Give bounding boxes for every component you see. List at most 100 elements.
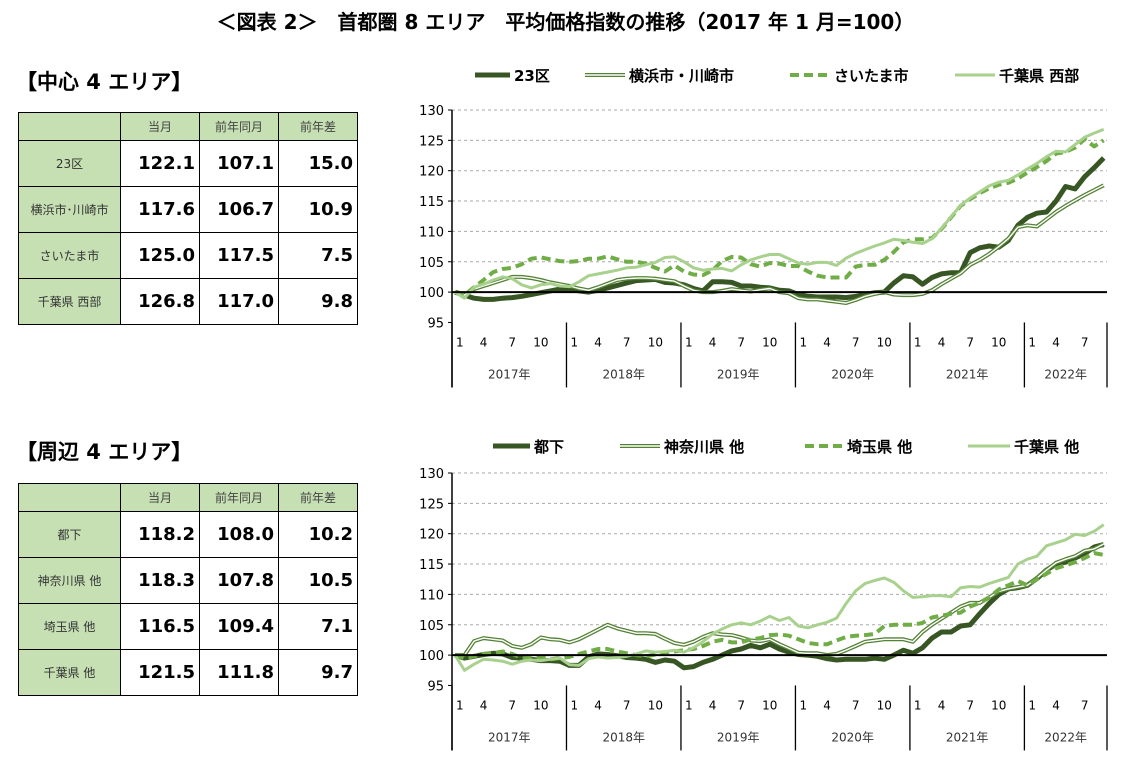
year-label: 2021年 bbox=[946, 730, 989, 744]
month-tick-label: 4 bbox=[709, 335, 717, 349]
year-label: 2022年 bbox=[1044, 367, 1087, 381]
month-tick-label: 4 bbox=[823, 698, 831, 712]
year-label: 2021年 bbox=[946, 367, 989, 381]
value-cell: 15.0 bbox=[278, 140, 358, 187]
month-tick-label: 4 bbox=[480, 698, 488, 712]
month-tick-label: 10 bbox=[533, 335, 548, 349]
row-name: 横浜市･川崎市 bbox=[18, 186, 121, 233]
value-cell: 116.5 bbox=[120, 603, 200, 650]
series-line-3 bbox=[454, 551, 1105, 662]
value-cell: 7.1 bbox=[278, 603, 358, 650]
table-row: 横浜市･川崎市 117.6 106.7 10.9 bbox=[18, 186, 358, 233]
value-cell: 107.8 bbox=[199, 557, 279, 604]
row-name: 千葉県 西部 bbox=[18, 278, 121, 325]
y-tick-label: 110 bbox=[419, 225, 444, 240]
month-tick-label: 1 bbox=[1028, 698, 1036, 712]
month-tick-label: 4 bbox=[594, 335, 602, 349]
month-tick-label: 4 bbox=[1052, 698, 1060, 712]
month-tick-label: 7 bbox=[737, 335, 745, 349]
series-line-4 bbox=[454, 128, 1105, 300]
month-tick-label: 7 bbox=[737, 698, 745, 712]
y-tick-label: 110 bbox=[419, 588, 444, 603]
y-tick-label: 100 bbox=[419, 649, 444, 664]
value-cell: 117.0 bbox=[199, 278, 279, 325]
month-tick-label: 1 bbox=[914, 698, 922, 712]
legend-label: 都下 bbox=[533, 438, 564, 456]
year-label: 2020年 bbox=[831, 367, 874, 381]
month-tick-label: 7 bbox=[1081, 335, 1089, 349]
value-cell: 117.6 bbox=[120, 186, 200, 233]
month-tick-label: 4 bbox=[480, 335, 488, 349]
value-cell: 7.5 bbox=[278, 232, 358, 279]
legend-label: 埼玉県 他 bbox=[847, 438, 912, 456]
month-tick-label: 1 bbox=[685, 698, 693, 712]
month-tick-label: 1 bbox=[799, 335, 807, 349]
legend-label: さいたま市 bbox=[834, 67, 909, 85]
month-tick-label: 7 bbox=[966, 335, 974, 349]
value-cell: 125.0 bbox=[120, 232, 200, 279]
y-tick-label: 100 bbox=[419, 286, 444, 301]
year-label: 2017年 bbox=[488, 730, 531, 744]
month-tick-label: 10 bbox=[648, 698, 663, 712]
header-cell: 前年同月 bbox=[199, 112, 279, 141]
y-tick-label: 120 bbox=[419, 165, 444, 180]
month-tick-label: 4 bbox=[594, 698, 602, 712]
value-cell: 107.1 bbox=[199, 140, 279, 187]
legend-label: 千葉県 他 bbox=[1014, 438, 1079, 456]
table-header-row: 当月 前年同月 前年差 bbox=[18, 483, 358, 512]
legend-label: 横浜市・川崎市 bbox=[629, 67, 734, 85]
legend-label: 千葉県 西部 bbox=[999, 67, 1079, 85]
y-tick-label: 125 bbox=[419, 497, 444, 512]
section-heading-central: 【中心 4 エリア】 bbox=[16, 70, 193, 94]
month-tick-label: 4 bbox=[709, 698, 717, 712]
row-name: 23区 bbox=[18, 140, 121, 187]
month-tick-label: 1 bbox=[570, 335, 578, 349]
value-cell: 121.5 bbox=[120, 649, 200, 696]
value-cell: 122.1 bbox=[120, 140, 200, 187]
month-tick-label: 10 bbox=[533, 698, 548, 712]
table-row: 千葉県 西部 126.8 117.0 9.8 bbox=[18, 278, 358, 325]
month-tick-label: 4 bbox=[938, 335, 946, 349]
value-cell: 9.7 bbox=[278, 649, 358, 696]
header-cell bbox=[18, 112, 121, 141]
month-tick-label: 10 bbox=[762, 698, 777, 712]
table-row: 埼玉県 他 116.5 109.4 7.1 bbox=[18, 603, 358, 650]
month-tick-label: 1 bbox=[685, 335, 693, 349]
row-name: さいたま市 bbox=[18, 232, 121, 279]
value-cell: 9.8 bbox=[278, 278, 358, 325]
year-label: 2017年 bbox=[488, 367, 531, 381]
month-tick-label: 1 bbox=[570, 698, 578, 712]
table-row: 千葉県 他 121.5 111.8 9.7 bbox=[18, 649, 358, 696]
value-cell: 117.5 bbox=[199, 232, 279, 279]
section-heading-peripheral: 【周辺 4 エリア】 bbox=[16, 440, 193, 464]
y-tick-label: 120 bbox=[419, 528, 444, 543]
year-label: 2019年 bbox=[717, 730, 760, 744]
legend-label: 23区 bbox=[514, 67, 550, 85]
header-cell: 前年同月 bbox=[199, 483, 279, 512]
header-cell: 前年差 bbox=[278, 483, 358, 512]
series-line-2 bbox=[455, 542, 1105, 658]
row-name: 都下 bbox=[18, 511, 121, 558]
month-tick-label: 7 bbox=[1081, 698, 1089, 712]
value-cell: 106.7 bbox=[199, 186, 279, 233]
y-tick-label: 130 bbox=[419, 104, 444, 119]
value-cell: 108.0 bbox=[199, 511, 279, 558]
legend-label: 神奈川県 他 bbox=[664, 438, 744, 456]
value-cell: 10.9 bbox=[278, 186, 358, 233]
table-peripheral: 当月 前年同月 前年差 都下 118.2 108.0 10.2 神奈川県 他 118.3… bbox=[18, 483, 358, 696]
month-tick-label: 4 bbox=[823, 335, 831, 349]
value-cell: 109.4 bbox=[199, 603, 279, 650]
year-label: 2018年 bbox=[602, 367, 645, 381]
year-label: 2019年 bbox=[717, 367, 760, 381]
month-tick-label: 10 bbox=[877, 335, 892, 349]
month-tick-label: 7 bbox=[623, 698, 631, 712]
month-tick-label: 1 bbox=[799, 698, 807, 712]
header-cell: 当月 bbox=[120, 112, 200, 141]
table-header-row: 当月 前年同月 前年差 bbox=[18, 112, 358, 141]
series-line-1 bbox=[454, 156, 1106, 302]
y-tick-label: 115 bbox=[419, 558, 444, 573]
month-tick-label: 4 bbox=[1052, 335, 1060, 349]
month-tick-label: 7 bbox=[966, 698, 974, 712]
year-label: 2022年 bbox=[1044, 730, 1087, 744]
